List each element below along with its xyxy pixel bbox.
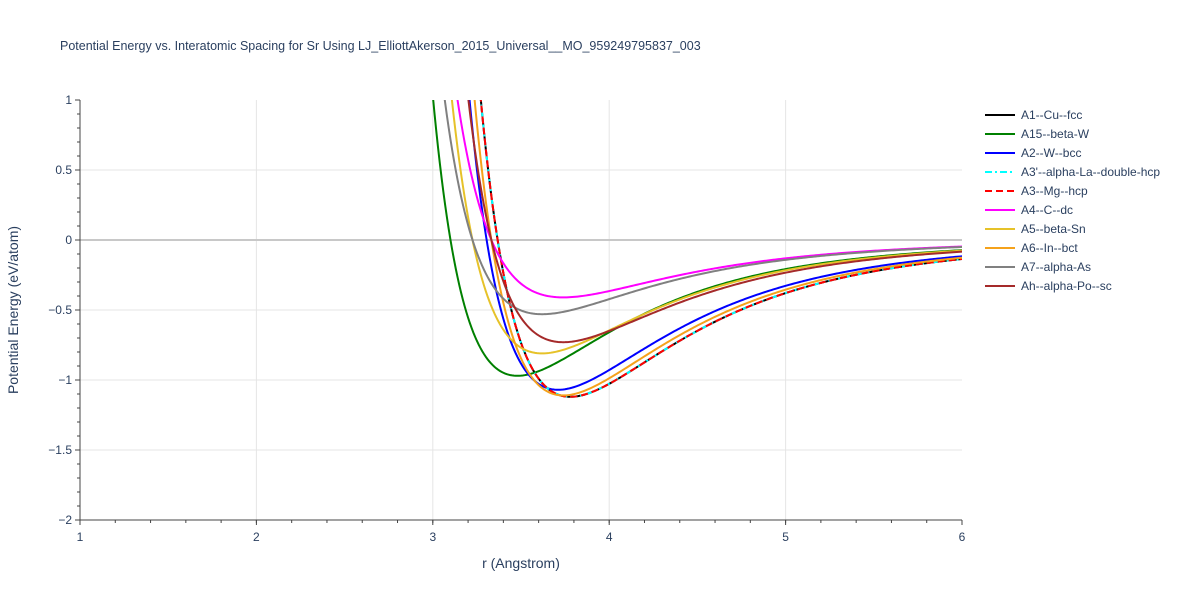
legend-label: A3'--alpha-La--double-hcp bbox=[1021, 165, 1160, 179]
series-line bbox=[468, 100, 962, 391]
plot-area bbox=[432, 100, 962, 398]
legend-label: A4--C--dc bbox=[1021, 203, 1073, 217]
chart-title: Potential Energy vs. Interatomic Spacing… bbox=[60, 39, 701, 53]
series-line bbox=[473, 100, 962, 397]
y-tick-label: 1 bbox=[65, 93, 72, 107]
legend-label: A3--Mg--hcp bbox=[1021, 184, 1088, 198]
legend: A1--Cu--fcc A15--beta-W A2--W--bcc A3'--alp… bbox=[985, 108, 1160, 293]
legend-label: A6--In--bct bbox=[1021, 241, 1078, 255]
x-tick-label: 4 bbox=[606, 530, 613, 544]
x-tick-label: 2 bbox=[253, 530, 260, 544]
x-tick-label: 5 bbox=[782, 530, 789, 544]
series-line bbox=[443, 100, 962, 316]
series-line bbox=[467, 100, 962, 344]
y-tick-label: −0.5 bbox=[48, 303, 72, 317]
legend-label: A7--alpha-As bbox=[1021, 260, 1091, 274]
legend-label: A5--beta-Sn bbox=[1021, 222, 1086, 236]
axes: 1 2 3 4 5 6 1 0.5 0 −0.5 −1 −1.5 −2 bbox=[48, 93, 965, 544]
x-tick-label: 3 bbox=[429, 530, 436, 544]
series-line bbox=[450, 100, 962, 355]
y-axis-label: Potential Energy (eV/atom) bbox=[5, 226, 21, 394]
series-line bbox=[479, 100, 962, 398]
series-line bbox=[479, 100, 962, 398]
y-tick-label: −1 bbox=[58, 373, 72, 387]
legend-label: Ah--alpha-Po--sc bbox=[1021, 279, 1112, 293]
legend-label: A15--beta-W bbox=[1021, 127, 1090, 141]
y-tick-label: 0.5 bbox=[55, 163, 72, 177]
y-tick-label: 0 bbox=[65, 233, 72, 247]
y-tick-label: −2 bbox=[58, 513, 72, 527]
y-tick-label: −1.5 bbox=[48, 443, 72, 457]
x-axis-label: r (Angstrom) bbox=[482, 555, 560, 571]
grid-layer bbox=[80, 100, 962, 520]
legend-label: A2--W--bcc bbox=[1021, 146, 1081, 160]
x-tick-label: 1 bbox=[77, 530, 84, 544]
x-tick-label: 6 bbox=[959, 530, 966, 544]
legend-label: A1--Cu--fcc bbox=[1021, 108, 1082, 122]
